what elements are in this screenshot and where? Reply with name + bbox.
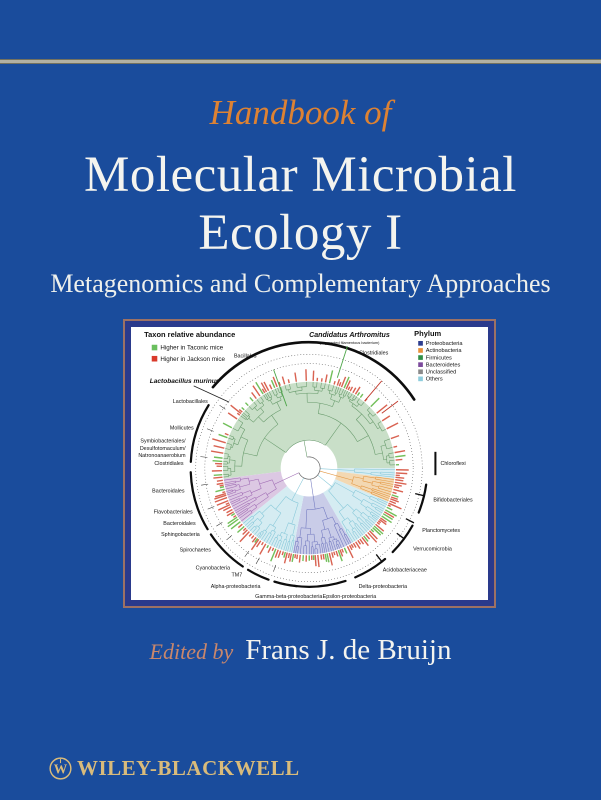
svg-text:Actinobacteria: Actinobacteria bbox=[426, 348, 463, 354]
svg-text:Others: Others bbox=[426, 377, 443, 383]
svg-text:Verrucomicrobia: Verrucomicrobia bbox=[413, 546, 452, 552]
phylogenetic-tree-figure: Bacillales Clostridiales Lactobacillales Mo… bbox=[131, 327, 488, 600]
svg-text:Epsilon-proteobacteria: Epsilon-proteobacteria bbox=[323, 594, 377, 600]
svg-text:Chloroflexi: Chloroflexi bbox=[440, 461, 465, 467]
svg-text:TM7: TM7 bbox=[232, 573, 243, 579]
svg-text:Higher in Jackson mice: Higher in Jackson mice bbox=[160, 356, 225, 363]
editor-line: Edited by Frans J. de Bruijn bbox=[0, 636, 601, 665]
book-title-line2: Ecology I bbox=[198, 205, 403, 261]
publisher-logo: W WILEY-BLACKWELL bbox=[47, 753, 300, 783]
svg-text:Bacteroidales: Bacteroidales bbox=[152, 488, 185, 494]
svg-text:Alpha-proteobacteria: Alpha-proteobacteria bbox=[211, 584, 261, 590]
svg-text:Gamma-beta-proteobacteria: Gamma-beta-proteobacteria bbox=[255, 594, 322, 600]
svg-text:Bacteroidetes: Bacteroidetes bbox=[426, 362, 461, 368]
svg-text:Clostridiales: Clostridiales bbox=[359, 350, 388, 356]
svg-text:Mollicutes: Mollicutes bbox=[170, 425, 194, 431]
svg-text:Higher in Taconic mice: Higher in Taconic mice bbox=[160, 345, 223, 352]
svg-text:Natronoanaerobium: Natronoanaerobium bbox=[138, 453, 186, 459]
svg-text:Delta-proteobacteria: Delta-proteobacteria bbox=[359, 584, 407, 590]
svg-text:Lactobacillus murinus: Lactobacillus murinus bbox=[150, 378, 220, 385]
svg-text:Acidobacteriaceae: Acidobacteriaceae bbox=[383, 568, 427, 574]
svg-text:Cyanobacteria: Cyanobacteria bbox=[196, 566, 231, 572]
svg-text:Proteobacteria: Proteobacteria bbox=[426, 341, 464, 347]
svg-text:Bacillales: Bacillales bbox=[234, 353, 257, 359]
svg-text:Lactobacillales: Lactobacillales bbox=[173, 399, 208, 405]
edited-by-label: Edited by bbox=[149, 639, 234, 664]
svg-text:Planctomycetes: Planctomycetes bbox=[422, 528, 460, 534]
publisher-name: WILEY-BLACKWELL bbox=[77, 755, 300, 780]
book-subtitle: Metagenomics and Complementary Approache… bbox=[50, 269, 551, 298]
svg-text:Symbiobacteriales/: Symbiobacteriales/ bbox=[140, 439, 186, 445]
editor-name: Frans J. de Bruijn bbox=[245, 634, 452, 666]
figure-frame: Bacillales Clostridiales Lactobacillales Mo… bbox=[123, 319, 496, 608]
svg-text:Bacteroidales: Bacteroidales bbox=[163, 521, 196, 527]
svg-text:Unclassified: Unclassified bbox=[426, 369, 456, 375]
svg-text:Taxon relative abundance: Taxon relative abundance bbox=[144, 330, 235, 339]
series-title: Handbook of bbox=[209, 93, 392, 132]
svg-text:Bifidobacteriales: Bifidobacteriales bbox=[433, 498, 473, 504]
top-rule bbox=[0, 59, 601, 64]
svg-text:Flavobacteriales: Flavobacteriales bbox=[154, 510, 193, 516]
circular-dendrogram: Bacillales Clostridiales Lactobacillales Mo… bbox=[138, 329, 473, 600]
svg-text:Clostridiales: Clostridiales bbox=[154, 461, 183, 467]
svg-text:Candidatus Arthromitus: Candidatus Arthromitus bbox=[309, 331, 390, 339]
svg-text:Desulfotomaculum/: Desulfotomaculum/ bbox=[140, 446, 186, 452]
svg-text:Phylum: Phylum bbox=[414, 329, 441, 338]
svg-text:Spirochaetes: Spirochaetes bbox=[180, 547, 212, 553]
book-title-line1: Molecular Microbial bbox=[84, 147, 517, 203]
svg-text:Firmicutes: Firmicutes bbox=[426, 355, 452, 361]
svg-text:(segmented filamentous bacteri: (segmented filamentous bacterium) bbox=[319, 341, 380, 345]
wiley-colophon-icon: W bbox=[49, 756, 72, 780]
svg-text:W: W bbox=[54, 761, 68, 776]
svg-text:Sphingobacteria: Sphingobacteria bbox=[161, 532, 200, 538]
